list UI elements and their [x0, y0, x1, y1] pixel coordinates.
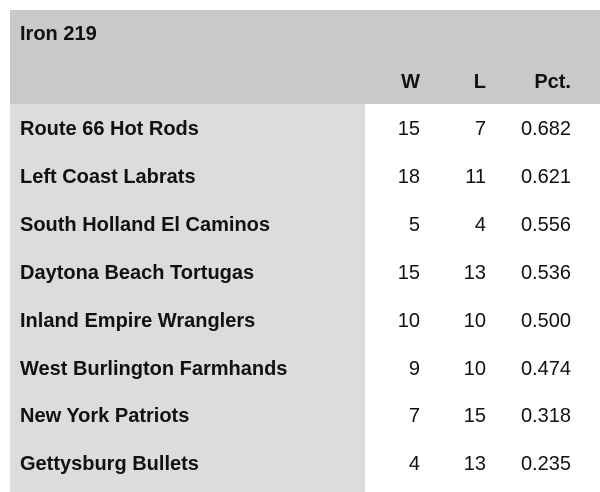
column-header: L: [473, 71, 486, 93]
stat-cell: 0.621: [520, 165, 571, 188]
stat-cell: 15: [463, 405, 486, 428]
stat-cell: 0.556: [520, 213, 571, 236]
table-title: Iron 219: [20, 23, 97, 45]
stat-cell: 13: [463, 261, 486, 284]
team-name: Inland Empire Wranglers: [20, 309, 256, 332]
stat-cell: 0.474: [520, 357, 571, 380]
team-name: Left Coast Labrats: [20, 165, 196, 188]
stat-cell: 4: [408, 453, 420, 476]
stat-cell: 10: [397, 309, 420, 332]
column-header: W: [401, 71, 420, 93]
stat-cell: 10: [463, 309, 486, 332]
stat-cell: 7: [408, 405, 420, 428]
stat-cell: 18: [397, 165, 420, 188]
stat-cell: 11: [465, 165, 486, 188]
team-column: [10, 104, 365, 492]
stat-cell: 13: [463, 453, 486, 476]
stat-cell: 15: [397, 261, 420, 284]
stat-cell: 0.682: [520, 118, 571, 140]
team-name: West Burlington Farmhands: [20, 357, 288, 380]
stat-cell: 9: [408, 357, 420, 380]
column-header: Pct.: [534, 71, 571, 93]
team-name: Route 66 Hot Rods: [20, 118, 199, 140]
team-name: New York Patriots: [20, 405, 190, 428]
stat-cell: 0.536: [520, 261, 571, 284]
stat-cell: 0.500: [520, 309, 571, 332]
stat-cell: 7: [474, 118, 486, 140]
stat-cell: 4: [474, 213, 486, 236]
stat-cell: 10: [463, 357, 486, 380]
stat-cell: 0.318: [520, 405, 571, 428]
table-header: [10, 10, 600, 104]
team-name: South Holland El Caminos: [20, 213, 271, 236]
stat-cell: 15: [397, 118, 420, 140]
stat-cell: 5: [408, 213, 420, 236]
team-name: Daytona Beach Tortugas: [20, 261, 255, 284]
stat-cell: 0.235: [520, 453, 571, 476]
team-name: Gettysburg Bullets: [20, 453, 199, 476]
